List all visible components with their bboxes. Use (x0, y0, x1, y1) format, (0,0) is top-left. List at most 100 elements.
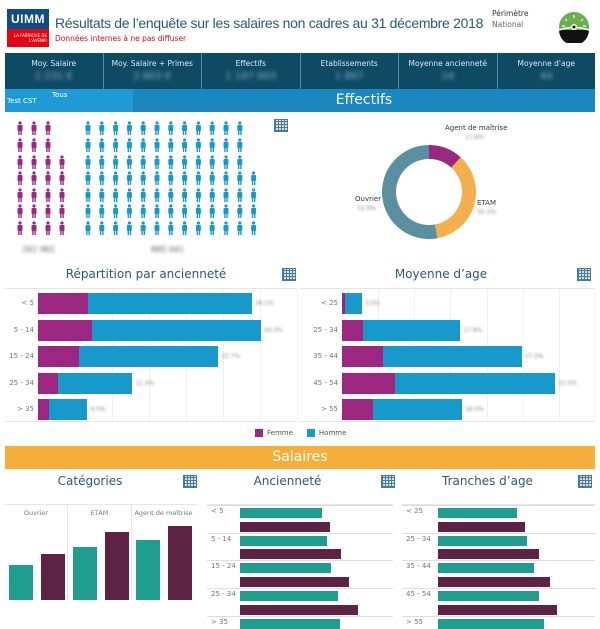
femme-bar[interactable] (342, 346, 384, 367)
row-separator (402, 505, 595, 506)
page-title: Résultats de l’enquête sur les salaires … (55, 15, 484, 31)
homme-bar[interactable] (363, 319, 461, 341)
salary-bar[interactable] (240, 535, 327, 546)
femme-bar[interactable] (342, 293, 346, 314)
femme-bar[interactable] (38, 319, 92, 341)
homme-person-icon (223, 188, 229, 202)
salary-bar-primes[interactable] (240, 576, 349, 587)
row-label: < 5 (211, 507, 224, 515)
salary-bar-primes[interactable] (41, 554, 65, 600)
femme-person-icon (31, 155, 37, 169)
femme-bar[interactable] (342, 399, 374, 420)
total-label: 32.0% (557, 379, 577, 387)
category-header: ETAM (90, 509, 109, 517)
row-label: 25 - 34 (313, 325, 338, 334)
effectifs-title: Effectifs (335, 92, 393, 108)
salary-bar[interactable] (136, 540, 160, 600)
salary-bar[interactable] (240, 591, 338, 602)
legend: Femme Homme (255, 429, 346, 437)
femme-bar[interactable] (38, 346, 80, 367)
homme-person-icon (126, 221, 132, 235)
homme-bar[interactable] (373, 399, 462, 420)
salary-bar[interactable] (240, 508, 322, 518)
kpi-value: 14 (441, 71, 455, 82)
salary-bar-primes[interactable] (438, 549, 539, 560)
homme-person-icon (85, 188, 91, 202)
salary-bar-primes[interactable] (438, 576, 550, 587)
femme-bar[interactable] (342, 372, 396, 394)
perimetre-value[interactable]: National (492, 20, 524, 29)
homme-bar[interactable] (91, 319, 261, 341)
row-label: < 25 (321, 299, 338, 307)
homme-person-icon (113, 138, 119, 152)
table-view-icon[interactable] (578, 475, 592, 488)
salary-bar[interactable] (438, 508, 517, 518)
filter-value[interactable]: Tous (52, 91, 68, 99)
homme-person-icon (99, 171, 105, 185)
homme-person-icon (195, 155, 201, 169)
category-column: Agent de maîtrise (132, 505, 195, 600)
homme-person-icon (154, 188, 160, 202)
homme-bar[interactable] (345, 293, 362, 314)
salary-bar[interactable] (9, 565, 33, 600)
table-view-icon[interactable] (274, 119, 288, 132)
row-label: 45 - 54 (313, 378, 338, 387)
homme-person-icon (195, 171, 201, 185)
femme-bar[interactable] (38, 293, 89, 314)
salary-bar[interactable] (438, 535, 527, 546)
homme-bar[interactable] (383, 346, 522, 367)
homme-total: 885 041 (151, 245, 185, 254)
table-view-icon[interactable] (577, 268, 591, 281)
salaires-header: Salaires (5, 446, 595, 469)
salary-bar-primes[interactable] (104, 532, 129, 600)
homme-bar[interactable] (79, 346, 219, 367)
femme-bar[interactable] (342, 319, 364, 341)
salary-bar-primes[interactable] (168, 526, 192, 600)
row-label: 15 - 24 (9, 352, 34, 360)
homme-bar[interactable] (48, 399, 88, 420)
legend-femme: Femme (267, 429, 293, 437)
total-label: 29.3% (263, 326, 283, 334)
gridline (297, 289, 298, 421)
homme-person-icon (209, 188, 215, 202)
salary-bar-primes[interactable] (240, 604, 358, 615)
femme-bar[interactable] (38, 399, 49, 420)
homme-person-icon (99, 188, 105, 202)
homme-bar[interactable] (88, 293, 252, 314)
femme-bar[interactable] (38, 372, 58, 394)
femme-person-icon (45, 155, 51, 169)
salary-bar[interactable] (438, 591, 539, 602)
homme-bar[interactable] (395, 372, 555, 394)
age-salary-chart: < 25 25 - 34 35 - 44 45 - 54 > 55 (402, 504, 595, 629)
salary-bar[interactable] (438, 563, 534, 574)
kpi-value: 1 147 003 (225, 71, 277, 82)
total-label: 27.0% (524, 353, 544, 360)
femme-person-icon (45, 204, 51, 218)
salary-bar-primes[interactable] (438, 604, 557, 615)
filter-test-cst[interactable]: Test CST Tous (5, 89, 133, 112)
salary-bar-primes[interactable] (240, 521, 330, 532)
femme-person-icon (17, 204, 23, 218)
salary-bar[interactable] (438, 618, 544, 629)
homme-person-icon (182, 221, 188, 235)
homme-person-icon (113, 188, 119, 202)
table-view-icon[interactable] (282, 268, 296, 281)
salary-bar[interactable] (72, 547, 97, 600)
salary-bar[interactable] (240, 563, 331, 574)
homme-person-icon (168, 138, 174, 152)
salary-bar[interactable] (240, 618, 340, 629)
categories-title: Catégories (57, 474, 123, 488)
total-label: 6.5% (90, 406, 106, 413)
table-view-icon[interactable] (183, 475, 197, 488)
homme-bar[interactable] (57, 372, 133, 394)
femme-person-icon (59, 221, 65, 235)
table-view-icon[interactable] (381, 475, 395, 488)
people-pictogram (17, 121, 257, 235)
salary-bar-primes[interactable] (438, 521, 525, 532)
kpi-label: Effectifs (235, 59, 266, 68)
kpi-0: Moy. Salaire 2 231 € (5, 53, 104, 89)
kpi-value: 2 603 € (133, 71, 172, 82)
salary-bar-primes[interactable] (240, 549, 341, 560)
homme-person-icon (126, 171, 132, 185)
age-salary-title: Tranches d’age (442, 474, 533, 488)
